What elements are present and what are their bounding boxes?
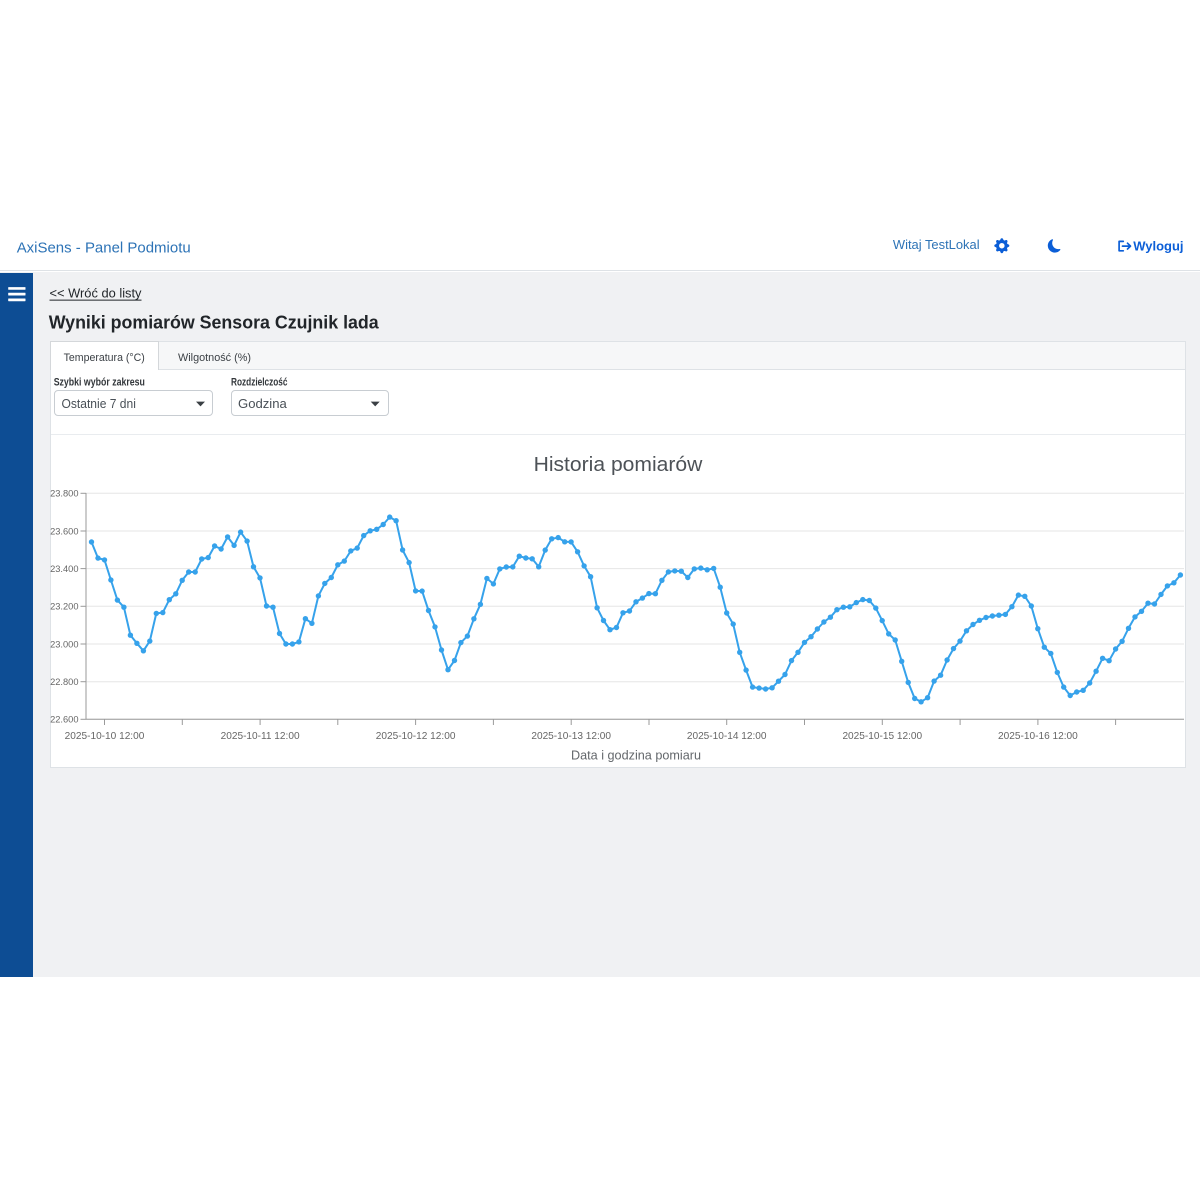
svg-text:23.400: 23.400: [50, 564, 78, 574]
svg-text:Witaj TestLokal: Witaj TestLokal: [893, 237, 980, 252]
svg-text:2025-10-11 12:00: 2025-10-11 12:00: [221, 731, 300, 742]
svg-text:Rozdzielczość: Rozdzielczość: [231, 377, 288, 389]
svg-text:Historia pomiarów: Historia pomiarów: [534, 453, 703, 476]
svg-text:<< Wróć do listy: << Wróć do listy: [50, 286, 142, 301]
svg-text:2025-10-15 12:00: 2025-10-15 12:00: [842, 731, 922, 742]
svg-text:2025-10-13 12:00: 2025-10-13 12:00: [531, 731, 611, 742]
svg-text:Temperatura (°C): Temperatura (°C): [64, 352, 145, 364]
svg-text:Godzina: Godzina: [238, 397, 287, 411]
svg-text:Szybki wybór zakresu: Szybki wybór zakresu: [54, 377, 145, 389]
svg-text:2025-10-10 12:00: 2025-10-10 12:00: [65, 731, 145, 742]
svg-text:23.800: 23.800: [50, 489, 78, 499]
svg-text:Wyniki pomiarów Sensora Czujni: Wyniki pomiarów Sensora Czujnik lada: [49, 312, 380, 332]
svg-text:Data i godzina pomiaru: Data i godzina pomiaru: [571, 748, 701, 763]
svg-text:Wyloguj: Wyloguj: [1133, 238, 1183, 253]
svg-text:23.600: 23.600: [50, 526, 78, 536]
svg-text:22.600: 22.600: [50, 715, 78, 725]
svg-text:23.200: 23.200: [50, 602, 78, 612]
svg-text:Ostatnie 7 dni: Ostatnie 7 dni: [62, 397, 136, 411]
svg-text:AxiSens - Panel Podmiotu: AxiSens - Panel Podmiotu: [17, 239, 191, 256]
svg-text:Wilgotność (%): Wilgotność (%): [178, 352, 251, 364]
svg-text:23.000: 23.000: [50, 639, 78, 649]
svg-text:2025-10-14 12:00: 2025-10-14 12:00: [687, 731, 767, 742]
svg-text:2025-10-16 12:00: 2025-10-16 12:00: [998, 731, 1078, 742]
svg-text:22.800: 22.800: [50, 677, 78, 687]
svg-text:2025-10-12 12:00: 2025-10-12 12:00: [376, 731, 456, 742]
